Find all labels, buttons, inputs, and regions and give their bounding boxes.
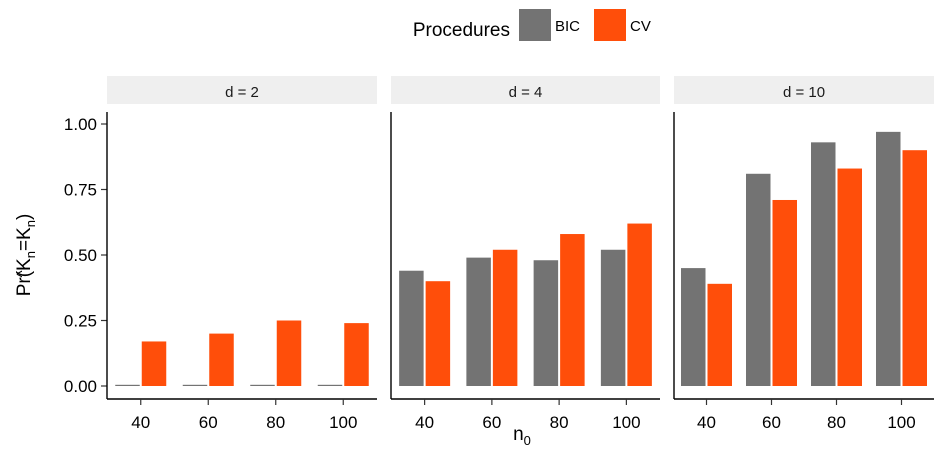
facet-strip-label: d = 2 <box>225 84 259 101</box>
y-axis-hat: ^ <box>14 270 31 277</box>
bar-cv-100 <box>344 323 369 386</box>
bar-cv-40 <box>425 281 451 386</box>
x-tick-label: 60 <box>199 413 218 432</box>
x-tick-label: 80 <box>827 413 846 432</box>
bar-cv-40 <box>141 341 167 386</box>
bar-bic-60 <box>182 384 208 386</box>
legend-swatch-bic <box>519 9 551 41</box>
facet-strip-label: d = 4 <box>509 84 543 101</box>
x-tick-label: 100 <box>612 413 640 432</box>
x-tick-label: 40 <box>415 413 434 432</box>
facet-panels: 0.00 0.25 0.50 0.75 1.00 d = 2 40 60 80 100 d = 4 4… <box>64 76 934 432</box>
legend-swatch-cv <box>594 9 626 41</box>
x-tick-label: 40 <box>131 413 150 432</box>
bar-bic-100 <box>317 384 343 386</box>
bar-bic-100 <box>876 131 901 386</box>
bar-bic-80 <box>533 260 559 386</box>
y-tick-label: 0.50 <box>64 246 97 265</box>
bar-bic-40 <box>681 268 706 386</box>
bar-cv-80 <box>276 320 302 386</box>
x-axis-title: n0 <box>513 424 531 448</box>
x-tick-label: 80 <box>550 413 569 432</box>
x-tick-label: 100 <box>329 413 357 432</box>
bar-cv-80 <box>560 234 585 386</box>
y-tick-label: 0.00 <box>64 377 97 396</box>
x-tick-label: 80 <box>266 413 285 432</box>
bar-bic-80 <box>250 384 275 386</box>
bar-bic-40 <box>115 384 140 386</box>
bar-bic-60 <box>466 257 491 386</box>
bar-cv-60 <box>492 249 518 386</box>
y-tick-label: 1.00 <box>64 115 97 134</box>
legend-title: Procedures <box>413 20 510 41</box>
facet-strip-label: d = 10 <box>783 84 825 101</box>
bar-cv-100 <box>902 150 927 386</box>
x-tick-label: 40 <box>697 413 716 432</box>
legend-label-bic: BIC <box>555 18 580 35</box>
legend: Procedures BIC CV <box>413 9 651 41</box>
bar-cv-60 <box>772 199 797 386</box>
bar-cv-100 <box>627 223 652 386</box>
legend-label-cv: CV <box>630 18 651 35</box>
y-axis-title: Pr(Kn=Kn) <box>14 214 38 297</box>
bar-cv-60 <box>209 333 234 386</box>
x-tick-label: 60 <box>482 413 501 432</box>
bar-cv-40 <box>707 283 732 386</box>
facet-strip <box>107 76 377 104</box>
bar-bic-100 <box>600 249 626 386</box>
x-tick-label: 100 <box>887 413 915 432</box>
bar-bic-40 <box>399 270 424 386</box>
bar-bic-60 <box>746 173 771 386</box>
facet-strip <box>391 76 660 104</box>
facet-strip <box>674 76 934 104</box>
bar-bic-80 <box>811 142 836 386</box>
y-tick-label: 0.25 <box>64 312 97 331</box>
y-tick-label: 0.75 <box>64 181 97 200</box>
x-tick-label: 60 <box>762 413 781 432</box>
bar-cv-80 <box>837 168 862 386</box>
